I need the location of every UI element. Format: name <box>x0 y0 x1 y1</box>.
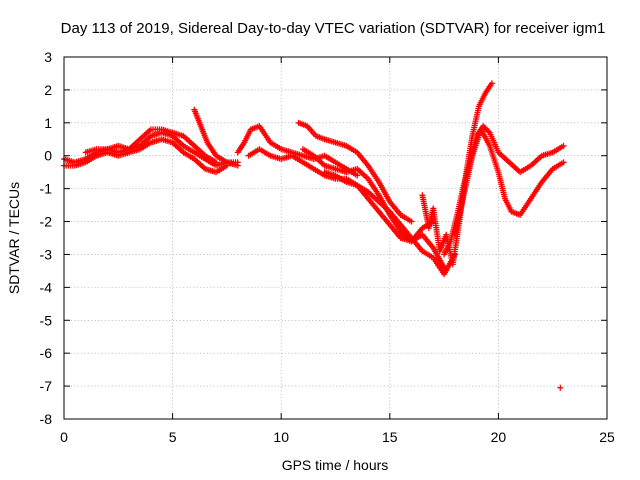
data-point-marker <box>408 218 415 225</box>
y-axis-label: SDTVAR / TECUs <box>6 182 22 294</box>
y-tick-label: -5 <box>40 312 53 328</box>
x-tick-label: 10 <box>273 429 289 445</box>
grid-lines <box>64 57 607 419</box>
y-tick-label: -2 <box>40 214 53 230</box>
chart-title: Day 113 of 2019, Sidereal Day-to-day VTE… <box>61 20 606 37</box>
data-point-marker <box>488 80 495 87</box>
x-tick-label: 5 <box>169 429 177 445</box>
y-tick-label: -8 <box>40 411 53 427</box>
x-tick-label: 15 <box>382 429 398 445</box>
plot-frame <box>63 56 608 420</box>
data-point-marker <box>234 162 241 169</box>
x-tick-label: 25 <box>599 429 615 445</box>
y-tick-label: 1 <box>44 115 52 131</box>
y-tick-label: -7 <box>40 378 53 394</box>
data-point-marker <box>560 159 567 166</box>
data-points <box>61 80 567 391</box>
y-tick-label: -3 <box>40 246 53 262</box>
data-point-marker <box>560 142 567 149</box>
y-tick-label: 3 <box>44 49 52 65</box>
y-tick-label: -1 <box>40 181 53 197</box>
data-point-marker <box>485 128 492 135</box>
data-point-marker <box>557 384 564 391</box>
data-point-marker <box>354 172 361 179</box>
y-tick-label: 0 <box>44 148 52 164</box>
x-tick-label: 0 <box>60 429 68 445</box>
y-tick-label: 2 <box>44 82 52 98</box>
y-tick-label: -4 <box>40 279 53 295</box>
x-tick-label: 20 <box>491 429 507 445</box>
x-axis-label: GPS time / hours <box>282 457 389 473</box>
data-point-marker <box>213 159 220 166</box>
y-tick-label: -6 <box>40 345 53 361</box>
